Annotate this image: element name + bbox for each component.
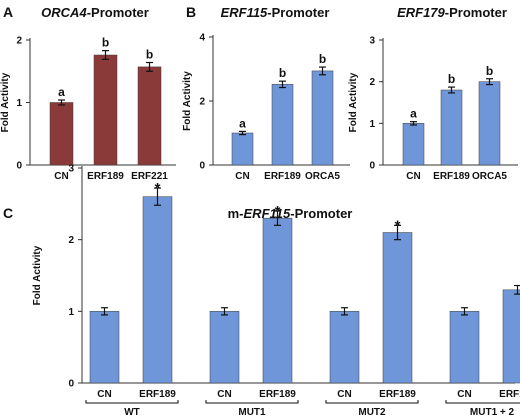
bar	[502, 289, 520, 384]
x-tick-label: ERF189	[87, 171, 124, 182]
bar	[402, 123, 425, 166]
y-tick-label: 4	[199, 33, 205, 44]
chart-title: m-ERF115-Promoter	[228, 206, 353, 221]
bar	[142, 196, 173, 384]
significance-label: a	[58, 85, 65, 99]
significance-label: b	[448, 72, 455, 86]
significance-label: b	[102, 36, 109, 50]
y-tick-label: 0	[68, 379, 74, 390]
bar	[478, 81, 501, 166]
bar	[440, 89, 463, 166]
group-label: MUT1	[238, 407, 266, 416]
y-axis-label: Fold Activity	[0, 72, 11, 132]
bar	[209, 311, 240, 384]
x-tick-label: ERF189	[379, 389, 416, 400]
x-tick-label: ERF189	[499, 389, 520, 400]
y-tick-label: 3	[369, 36, 375, 47]
significance-label: a	[410, 107, 417, 121]
y-axis-label: Fold Activity	[32, 245, 43, 305]
significance-label: *	[155, 180, 161, 197]
bar	[271, 84, 294, 166]
chart-title: ERF179-Promoter	[397, 5, 507, 20]
bar	[231, 132, 254, 166]
chart-title: ORCA4-Promoter	[41, 5, 149, 20]
chart-title: ERF115-Promoter	[221, 5, 330, 20]
group-bracket	[85, 400, 179, 404]
x-tick-label: ORCA5	[472, 171, 507, 182]
bar	[93, 54, 118, 166]
bar	[382, 232, 413, 384]
group-label: WT	[124, 407, 140, 416]
significance-label: *	[275, 203, 281, 220]
bar	[329, 311, 360, 384]
significance-label: a	[239, 116, 246, 130]
panel-label: B	[186, 4, 196, 20]
bar	[262, 217, 293, 384]
y-axis-label: Fold Activity	[348, 72, 359, 132]
bar	[137, 66, 162, 166]
bar	[49, 102, 74, 166]
bar	[311, 70, 334, 166]
x-tick-label: CN	[217, 389, 231, 400]
bar	[449, 311, 480, 384]
chart-panel-2: B ERF115-Promoter Fold Activity 0 2 4 a CN b ERF1…	[182, 4, 350, 182]
y-tick-label: 2	[369, 77, 375, 88]
y-tick-label: 1	[16, 98, 22, 109]
x-tick-label: CN	[97, 389, 111, 400]
group-bracket	[445, 400, 520, 404]
group-label: MUT1 + 2	[470, 407, 515, 416]
x-tick-label: CN	[54, 171, 68, 182]
y-tick-label: 2	[68, 235, 74, 246]
significance-label: b	[279, 66, 286, 80]
x-tick-label: ERF189	[139, 389, 176, 400]
group-bracket	[205, 400, 299, 404]
y-axis-label: Fold Activity	[182, 71, 193, 131]
x-tick-label: CN	[406, 171, 420, 182]
group-label: MUT2	[358, 407, 386, 416]
group-bracket	[325, 400, 419, 404]
x-tick-label: ORCA5	[305, 171, 340, 182]
significance-label: *	[395, 217, 401, 234]
bar	[89, 311, 120, 384]
y-tick-label: 0	[369, 161, 375, 172]
x-tick-label: ERF189	[433, 171, 470, 182]
y-tick-label: 1	[68, 307, 74, 318]
significance-label: b	[486, 64, 493, 78]
significance-label: b	[319, 52, 326, 66]
chart-panel-1: A ORCA4-Promoter Fold Activity 0 1 2 a CN b ERF18…	[0, 4, 176, 182]
y-tick-label: 0	[16, 161, 22, 172]
x-tick-label: CN	[235, 171, 249, 182]
panel-label: C	[3, 205, 13, 221]
x-tick-label: ERF221	[131, 171, 168, 182]
y-tick-label: 3	[68, 164, 74, 175]
x-tick-label: ERF189	[264, 171, 301, 182]
x-tick-label: ERF189	[259, 389, 296, 400]
chart-panel-3: ERF179-Promoter Fold Activity 0 1 2 3 a CN b ERF1…	[348, 5, 518, 182]
y-tick-label: 1	[369, 119, 375, 130]
y-tick-label: 2	[16, 36, 22, 47]
significance-label: b	[146, 48, 153, 62]
panel-label: A	[3, 4, 13, 20]
y-tick-label: 2	[199, 97, 205, 108]
x-tick-label: CN	[337, 389, 351, 400]
y-tick-label: 0	[199, 161, 205, 172]
x-tick-label: CN	[457, 389, 471, 400]
